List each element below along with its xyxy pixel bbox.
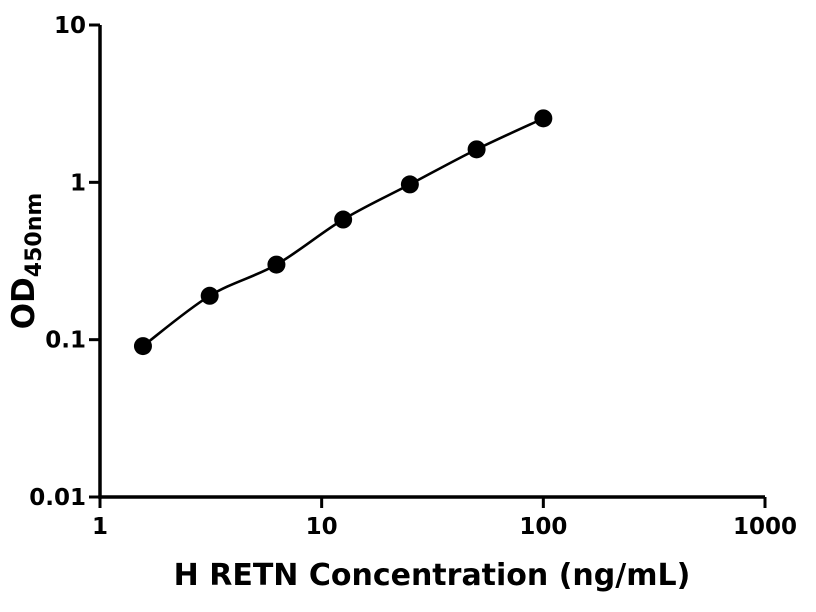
data-point xyxy=(200,286,219,305)
y-axis-title: OD450nm xyxy=(6,193,47,330)
x-tick-label: 10 xyxy=(306,514,338,540)
y-tick-label: 0.01 xyxy=(29,485,86,511)
plot-area: 0.01 0.1 1 10 1 10 100 1000 xyxy=(29,13,797,540)
data-point xyxy=(534,109,553,128)
x-axis-title: H RETN Concentration (ng/mL) xyxy=(174,558,691,593)
data-point xyxy=(400,175,419,194)
y-axis-title-base: OD xyxy=(6,277,42,329)
data-point xyxy=(334,210,353,229)
x-tick-label: 1 xyxy=(92,514,108,540)
data-point xyxy=(467,140,486,159)
data-point xyxy=(267,255,286,274)
x-tick-label: 1000 xyxy=(733,514,797,540)
data-point xyxy=(133,337,152,356)
y-tick-label: 1 xyxy=(70,170,86,196)
y-axis-title-subscript: 450nm xyxy=(22,193,47,278)
x-tick-label: 100 xyxy=(519,514,567,540)
y-tick-label: 0.1 xyxy=(45,328,86,354)
y-tick-label: 10 xyxy=(54,13,86,39)
